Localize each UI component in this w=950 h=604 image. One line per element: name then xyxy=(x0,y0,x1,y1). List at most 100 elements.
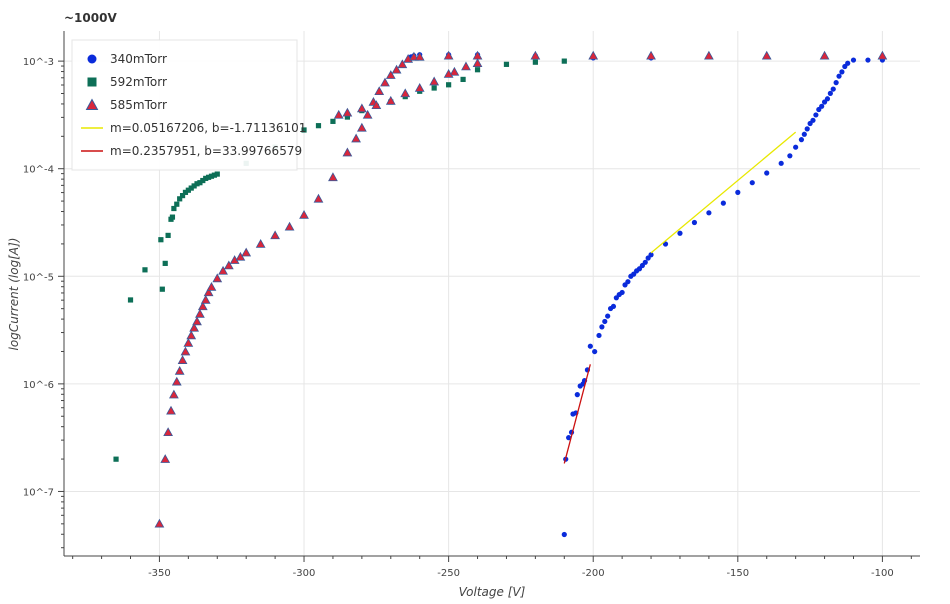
point-592mTorr-12 xyxy=(179,193,186,199)
point-585mTorr-31 xyxy=(351,133,361,143)
point-585mTorr-48 xyxy=(704,50,714,60)
legend-label-2: 585mTorr xyxy=(110,98,167,112)
point-340mTorr-47 xyxy=(810,117,816,123)
legend-marker-square xyxy=(87,77,97,87)
legend-item-3: m=0.05167206, b=-1.71136101 xyxy=(81,121,306,135)
legend-label-0: 340mTorr xyxy=(110,52,167,66)
point-592mTorr-0 xyxy=(113,456,119,462)
point-585mTorr-33 xyxy=(362,109,373,119)
point-340mTorr-18 xyxy=(610,303,617,310)
point-340mTorr-38 xyxy=(749,180,755,186)
point-585mTorr-10 xyxy=(186,330,197,340)
legend: 340mTorr 592mTorr 585mTorr m=0.05167206, b=… xyxy=(71,39,306,171)
point-592mTorr-38 xyxy=(460,76,466,83)
point-592mTorr-37 xyxy=(446,82,452,88)
point-592mTorr-21 xyxy=(205,174,212,180)
point-592mTorr-29 xyxy=(330,118,336,124)
point-592mTorr-36 xyxy=(431,85,437,91)
point-585mTorr-61 xyxy=(356,103,367,113)
y-tick-label-1: 10^-6 xyxy=(23,380,54,391)
x-tick-label-4: -150 xyxy=(726,568,749,579)
point-340mTorr-54 xyxy=(830,86,836,92)
point-340mTorr-42 xyxy=(793,144,799,150)
fit-line-0 xyxy=(650,131,797,254)
axes: -350 -300 -250 -200 -150 -100 10^-7 10^-6 10^-5 1… xyxy=(23,31,920,579)
legend-label-4: m=0.2357951, b=33.99766579 xyxy=(110,144,302,158)
point-340mTorr-21 xyxy=(619,289,625,296)
legend-marker-triangle xyxy=(85,98,99,110)
point-585mTorr-58 xyxy=(400,88,411,98)
point-585mTorr-54 xyxy=(449,66,460,76)
chart-title: ~1000V xyxy=(64,11,117,25)
x-tick-label-5: -100 xyxy=(871,568,894,579)
point-585mTorr-63 xyxy=(333,109,344,119)
legend-label-1: 592mTorr xyxy=(110,75,167,89)
point-592mTorr-19 xyxy=(200,177,206,184)
point-585mTorr-9 xyxy=(183,337,194,347)
fit-line-1 xyxy=(563,364,591,464)
point-340mTorr-39 xyxy=(764,170,770,176)
point-592mTorr-9 xyxy=(171,205,177,212)
point-585mTorr-53 xyxy=(461,61,471,71)
point-592mTorr-23 xyxy=(211,172,217,178)
point-585mTorr-24 xyxy=(255,238,266,248)
point-592mTorr-27 xyxy=(301,127,307,133)
point-340mTorr-12 xyxy=(592,348,598,355)
point-340mTorr-44 xyxy=(801,131,807,137)
point-340mTorr-45 xyxy=(804,126,810,132)
point-340mTorr-6 xyxy=(574,392,580,398)
point-585mTorr-14 xyxy=(197,301,208,311)
series-340mTorr xyxy=(408,52,886,538)
point-585mTorr-62 xyxy=(342,107,353,117)
point-592mTorr-30 xyxy=(344,114,351,120)
point-340mTorr-36 xyxy=(720,200,726,206)
point-585mTorr-35 xyxy=(374,86,385,96)
point-585mTorr-19 xyxy=(218,265,228,275)
legend-item-2: 585mTorr xyxy=(85,98,167,112)
point-585mTorr-17 xyxy=(206,282,217,291)
point-340mTorr-57 xyxy=(839,69,845,75)
point-585mTorr-5 xyxy=(171,376,182,386)
point-340mTorr-15 xyxy=(602,318,608,325)
point-340mTorr-33 xyxy=(677,230,683,236)
point-340mTorr-50 xyxy=(819,103,825,109)
point-585mTorr-16 xyxy=(203,287,214,297)
y-tick-label-0: 10^-7 xyxy=(23,487,54,498)
point-340mTorr-16 xyxy=(605,313,611,319)
point-585mTorr-8 xyxy=(180,346,191,356)
point-585mTorr-51 xyxy=(877,50,888,60)
x-tick-label-2: -250 xyxy=(437,568,460,579)
point-340mTorr-11 xyxy=(587,343,593,349)
point-340mTorr-52 xyxy=(824,96,831,102)
point-592mTorr-11 xyxy=(177,196,183,202)
point-340mTorr-60 xyxy=(850,57,857,63)
point-340mTorr-53 xyxy=(827,90,833,96)
legend-label-3: m=0.05167206, b=-1.71136101 xyxy=(110,121,306,135)
point-585mTorr-11 xyxy=(189,322,200,332)
y-tick-label-4: 10^-3 xyxy=(23,57,54,68)
point-585mTorr-13 xyxy=(195,308,205,318)
point-592mTorr-17 xyxy=(194,181,200,187)
point-592mTorr-6 xyxy=(165,232,171,239)
point-592mTorr-39 xyxy=(474,67,481,73)
y-tick-label-3: 10^-4 xyxy=(23,165,54,176)
point-340mTorr-14 xyxy=(599,324,605,330)
point-585mTorr-47 xyxy=(646,50,656,60)
point-585mTorr-12 xyxy=(192,316,202,326)
point-585mTorr-20 xyxy=(223,260,234,270)
point-585mTorr-29 xyxy=(328,172,338,182)
point-585mTorr-27 xyxy=(299,209,309,219)
point-585mTorr-22 xyxy=(235,251,246,261)
point-585mTorr-3 xyxy=(166,405,176,415)
point-585mTorr-30 xyxy=(342,147,353,157)
legend-item-0: 340mTorr xyxy=(87,52,167,66)
point-340mTorr-56 xyxy=(836,73,842,79)
point-592mTorr-22 xyxy=(208,173,215,179)
point-592mTorr-15 xyxy=(188,185,194,191)
point-592mTorr-1 xyxy=(127,297,134,303)
point-585mTorr-57 xyxy=(414,82,425,92)
point-585mTorr-44 xyxy=(472,50,483,60)
point-340mTorr-0 xyxy=(561,531,567,538)
point-340mTorr-29 xyxy=(642,259,648,265)
point-592mTorr-3 xyxy=(159,286,165,292)
